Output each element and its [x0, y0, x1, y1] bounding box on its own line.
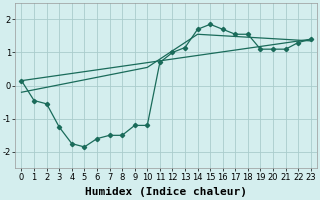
X-axis label: Humidex (Indice chaleur): Humidex (Indice chaleur) — [85, 187, 247, 197]
